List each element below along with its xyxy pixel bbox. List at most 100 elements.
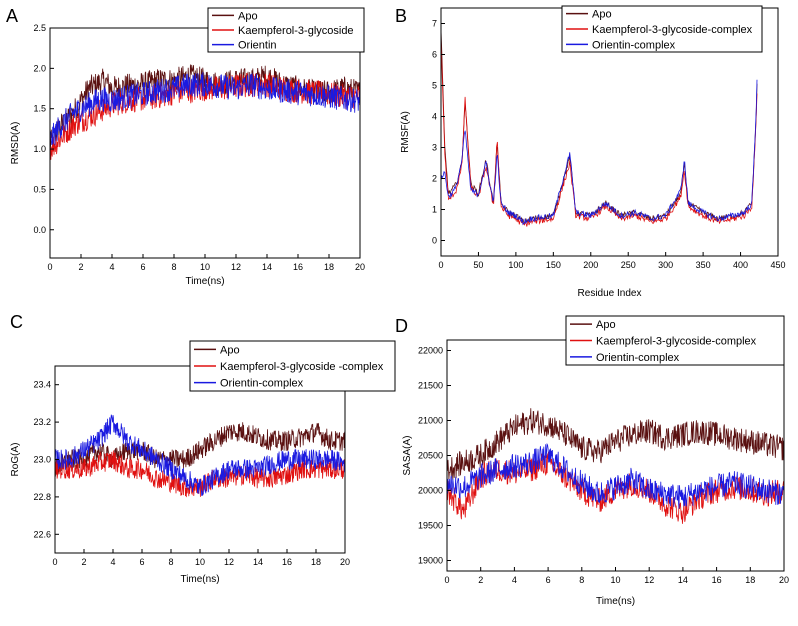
x-tick-label-d: 14 xyxy=(678,575,688,585)
x-tick-label-d: 20 xyxy=(779,575,789,585)
chart-panel-b: B 0 50 100 150 200 250 300 350 400 450 0 1 2 3 4 5 6 7 Resi… xyxy=(395,5,786,299)
panel-letter-b: B xyxy=(395,6,407,26)
y-tick-label-a: 1.5 xyxy=(33,104,46,114)
plot-frame-d xyxy=(446,339,785,572)
x-tick-label-c: 2 xyxy=(81,557,86,567)
x-tick-label-d: 12 xyxy=(644,575,654,585)
y-tick-label-a: 1.0 xyxy=(33,144,46,154)
x-tick-label-a: 18 xyxy=(324,262,334,272)
y-tick-label-d: 21000 xyxy=(418,416,443,426)
legend-label-c-1: Kaempferol-3-glycoside -complex xyxy=(220,361,384,373)
x-tick-label-b: 50 xyxy=(473,260,483,270)
y-axis-label-b: RMSF(A) xyxy=(400,111,411,153)
x-tick-label-a: 8 xyxy=(171,262,176,272)
series-line-b-0 xyxy=(440,29,758,224)
x-axis-label-a: Time(ns) xyxy=(185,276,224,287)
x-tick-label-c: 6 xyxy=(139,557,144,567)
legend-label-d-0: Apo xyxy=(596,319,616,331)
x-tick-label-c: 0 xyxy=(52,557,57,567)
legend-box-b xyxy=(561,5,763,53)
x-tick-label-a: 6 xyxy=(140,262,145,272)
x-tick-label-a: 14 xyxy=(262,262,272,272)
x-tick-label-c: 16 xyxy=(282,557,292,567)
legend-d: Apo Kaempferol-3-glycoside-complex Orienti… xyxy=(565,315,785,366)
x-tick-label-a: 20 xyxy=(355,262,365,272)
series-line-d-1 xyxy=(446,451,785,524)
series-line-c-0 xyxy=(54,422,345,477)
x-tick-label-a: 0 xyxy=(47,262,52,272)
legend-label-b-2: Orientin-complex xyxy=(592,39,676,51)
y-tick-label-d: 20500 xyxy=(418,451,443,461)
x-tick-label-b: 100 xyxy=(508,260,523,270)
x-tick-label-d: 6 xyxy=(546,575,551,585)
legend-label-a-1: Kaempferol-3-glycoside xyxy=(238,25,354,37)
y-tick-label-b: 5 xyxy=(432,81,437,91)
x-tick-label-b: 450 xyxy=(770,260,785,270)
x-tick-label-b: 150 xyxy=(546,260,561,270)
x-tick-label-b: 250 xyxy=(621,260,636,270)
legend-a: Apo Kaempferol-3-glycoside Orientin xyxy=(207,7,365,53)
chart-panel-d: D 0 2 4 6 8 10 12 14 16 18 20 19000 19500 20000 20500 21… xyxy=(395,315,789,607)
x-tick-label-b: 300 xyxy=(658,260,673,270)
legend-label-d-2: Orientin-complex xyxy=(596,352,680,364)
panel-letter-d: D xyxy=(395,316,408,336)
chart-panel-c: C 0 2 4 6 8 10 12 14 16 18 20 22.6 22.8 23.0 23.2 23.4 Ti… xyxy=(10,312,396,585)
panel-letter-c: C xyxy=(10,312,23,332)
y-tick-label-c: 23.4 xyxy=(33,380,51,390)
x-tick-label-c: 14 xyxy=(253,557,263,567)
x-tick-label-d: 10 xyxy=(610,575,620,585)
y-tick-label-d: 22000 xyxy=(418,346,443,356)
x-tick-label-c: 10 xyxy=(195,557,205,567)
x-tick-label-c: 20 xyxy=(340,557,350,567)
y-tick-label-b: 7 xyxy=(432,19,437,29)
y-tick-label-b: 6 xyxy=(432,50,437,60)
legend-label-b-0: Apo xyxy=(592,9,612,21)
legend-b: Apo Kaempferol-3-glycoside-complex Orienti… xyxy=(561,5,763,53)
y-tick-label-a: 0.0 xyxy=(33,225,46,235)
y-tick-label-b: 0 xyxy=(432,236,437,246)
series-line-c-2 xyxy=(54,414,346,496)
series-line-d-2 xyxy=(446,442,785,509)
x-tick-label-a: 4 xyxy=(109,262,114,272)
series-line-d-0 xyxy=(446,408,785,480)
y-tick-label-c: 23.2 xyxy=(33,417,51,427)
y-tick-label-a: 2.0 xyxy=(33,63,46,73)
series-line-b-2 xyxy=(440,79,758,226)
legend-label-c-0: Apo xyxy=(220,344,240,356)
x-tick-label-d: 4 xyxy=(512,575,517,585)
x-tick-label-d: 8 xyxy=(579,575,584,585)
x-tick-label-a: 10 xyxy=(200,262,210,272)
x-tick-label-b: 0 xyxy=(438,260,443,270)
legend-label-a-0: Apo xyxy=(238,10,258,22)
x-tick-label-b: 350 xyxy=(696,260,711,270)
chart-panel-a: A 0 2 4 6 8 10 12 14 16 18 20 0.0 0.5 1.0 1.5 2.0 2.5 Time… xyxy=(6,6,365,287)
x-tick-label-d: 0 xyxy=(444,575,449,585)
y-tick-label-c: 23.0 xyxy=(33,455,51,465)
y-tick-label-b: 4 xyxy=(432,112,437,122)
y-axis-label-a: RMSD(A) xyxy=(10,122,21,165)
x-axis-label-b: Residue Index xyxy=(578,288,642,299)
x-tick-label-b: 400 xyxy=(733,260,748,270)
y-tick-label-c: 22.6 xyxy=(33,529,51,539)
y-tick-label-d: 20000 xyxy=(418,486,443,496)
series-line-a-2 xyxy=(49,72,361,146)
x-axis-label-c: Time(ns) xyxy=(180,574,219,585)
x-tick-label-d: 16 xyxy=(712,575,722,585)
y-tick-label-c: 22.8 xyxy=(33,492,51,502)
y-tick-label-d: 21500 xyxy=(418,381,443,391)
x-tick-label-c: 18 xyxy=(311,557,321,567)
y-tick-label-d: 19000 xyxy=(418,556,443,566)
y-tick-label-b: 1 xyxy=(432,205,437,215)
y-tick-label-a: 0.5 xyxy=(33,184,46,194)
legend-box-c xyxy=(189,340,396,392)
y-tick-label-b: 3 xyxy=(432,143,437,153)
x-tick-label-c: 12 xyxy=(224,557,234,567)
legend-label-a-2: Orientin xyxy=(238,40,277,52)
y-axis-label-c: RoG(A) xyxy=(10,443,21,477)
y-tick-label-b: 2 xyxy=(432,174,437,184)
y-tick-label-d: 19500 xyxy=(418,521,443,531)
y-tick-label-a: 2.5 xyxy=(33,23,46,33)
x-tick-label-c: 8 xyxy=(168,557,173,567)
panel-letter-a: A xyxy=(6,6,18,26)
legend-label-b-1: Kaempferol-3-glycoside-complex xyxy=(592,24,753,36)
